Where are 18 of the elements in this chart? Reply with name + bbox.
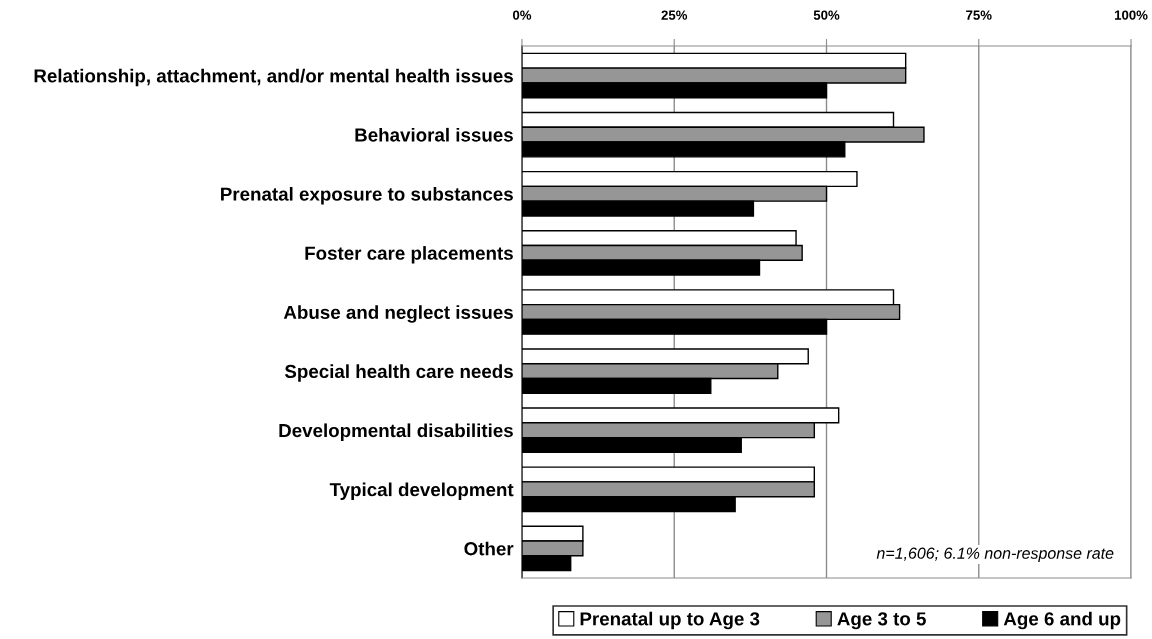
x-tick-label: 75% xyxy=(966,10,992,20)
x-tick-label: 25% xyxy=(661,10,688,20)
x-tick-label: 0% xyxy=(512,10,532,20)
y-tick-label: Developmental disabilities xyxy=(279,423,513,441)
y-tick-label: Other xyxy=(464,541,514,556)
y-tick-label: Typical development xyxy=(329,482,514,500)
y-tick-label: Special health care needs xyxy=(284,364,513,382)
annotation: n=1,606; 6.1% non-response rate xyxy=(876,547,1114,563)
legend-label: Age 3 to 5 xyxy=(837,612,926,630)
legend-label: Age 6 and up xyxy=(1003,611,1121,630)
x-tick-label: 100% xyxy=(1114,10,1148,20)
y-tick-label: Relationship, attachment, and/or mental health issues xyxy=(34,68,513,87)
y-tick-label: Foster care placements xyxy=(305,246,513,264)
y-tick-label: Prenatal exposure to substances xyxy=(221,186,513,205)
x-tick-label: 50% xyxy=(813,10,840,20)
legend-label: Prenatal up to Age 3 xyxy=(580,611,760,630)
y-tick-label: Abuse and neglect issues xyxy=(283,305,513,323)
y-tick-label: Behavioral issues xyxy=(355,127,513,142)
